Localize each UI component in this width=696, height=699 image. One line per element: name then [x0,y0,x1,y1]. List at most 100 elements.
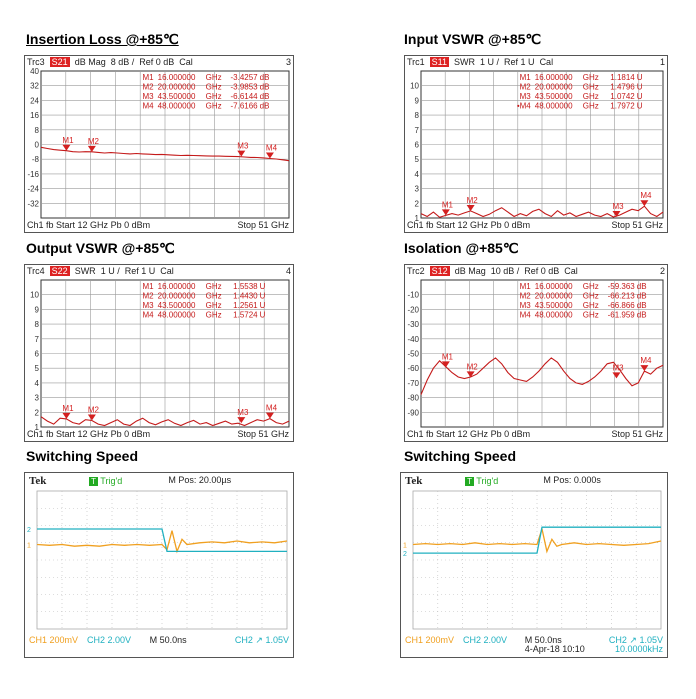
marker-frequency: 16.000000 [158,282,196,291]
marker-label: M1 [62,136,74,145]
marker-id: M2 [520,292,532,301]
marker-unit: GHz [206,73,222,82]
time-base: M 50.0ns [149,635,187,645]
marker-unit: GHz [583,282,599,291]
y-tick-label: -90 [407,408,419,417]
marker-frequency: 48.000000 [158,102,196,111]
marker-frequency: 20.000000 [158,292,196,301]
ch2-level-marker: 2 [403,551,407,558]
marker-label: M4 [266,144,278,153]
marker-label: M3 [612,363,624,372]
marker-value: -61.959 [608,311,636,320]
ch2-level-marker: 2 [27,527,31,534]
marker-id: M2 [520,83,532,92]
trigger-frequency: 10.0000kHz [614,644,663,654]
format-label: dB Mag [74,57,106,67]
marker-frequency: 43.500000 [158,301,196,310]
switching-speed-right-scope: Tek T Trig'd M Pos: 0.000s CH1 200mV CH2 2.… [400,472,668,658]
title-switching-left: Switching Speed [26,448,139,464]
output-vswr-chart: Trc4 S22 SWR 1 U / Ref 1 U Cal 4 Ch1 fb Start 1… [24,264,294,442]
marker-label: M4 [640,191,652,200]
channel-number: 3 [285,57,291,67]
m-position: M Pos: 0.000s [543,475,601,485]
date-time: 4-Apr-18 10:10 [524,644,585,654]
input-vswr-chart: Trc1 S11 SWR 1 U / Ref 1 U Cal 1 Ch1 fb Start 1… [404,55,668,233]
y-tick-label: 2 [35,408,40,417]
cal-label: Cal [564,266,578,276]
marker-id: M4 [143,102,155,111]
y-tick-label: 5 [415,155,420,164]
stop-frequency: Stop 51 GHz [237,429,289,439]
marker-unit: GHz [583,301,599,310]
marker-unit: GHz [583,292,599,301]
ch1-waveform [412,526,662,554]
y-tick-label: 1 [415,214,420,223]
y-tick-label: 0 [35,141,40,150]
cal-label: Cal [160,266,174,276]
y-tick-label: 2 [415,199,420,208]
ch1-level-marker: 1 [27,542,31,549]
channel-label: Ch1 [27,429,47,439]
marker-value-unit: U [260,301,266,310]
power-label: Pb 0 dBm [110,429,151,439]
start-frequency: Start 12 GHz [56,429,111,439]
marker-id: M1 [143,73,155,82]
chart-header: Trc3 S21 dB Mag 8 dB / Ref 0 dB Cal 3 [27,57,291,69]
y-tick-label: -30 [407,320,419,329]
marker-value: 1.5538 [233,282,258,291]
ref-label: Ref 0 dB [139,57,175,67]
marker-unit: GHz [583,92,599,101]
marker-id: M2 [143,292,155,301]
trace-name: Trc4 [27,266,45,276]
marker-id: M4 [520,311,532,320]
channel-label: Ch1 [407,429,427,439]
marker-value: 1.4796 [610,83,635,92]
y-tick-label: -8 [32,155,40,164]
marker-frequency: 20.000000 [535,83,573,92]
trace-name: Trc1 [407,57,425,67]
y-tick-label: 1 [35,423,40,432]
marker-frequency: 16.000000 [535,73,573,82]
scale-label: 8 dB / [110,57,135,67]
marker-frequency: 16.000000 [158,73,196,82]
marker-triangle [87,414,96,421]
ch2-waveform [413,526,661,554]
marker-value: -66.213 [608,292,636,301]
scope-header: Tek T Trig'd M Pos: 0.000s [405,475,663,489]
ch2-scale: CH2 2.00V [463,635,508,645]
trace-line [420,357,664,395]
marker-value-unit: U [260,282,266,291]
y-tick-label: 6 [415,141,420,150]
scope-footer: CH1 200mV CH2 2.00V M 50.0ns CH2 ↗ 1.05V 4-A… [405,633,663,655]
y-tick-label: 7 [415,126,420,135]
trace-name: Trc2 [407,266,425,276]
y-tick-label: 24 [30,96,39,105]
s-parameter-badge: S12 [429,266,450,276]
marker-unit: GHz [206,292,222,301]
marker-value-unit: U [637,83,643,92]
y-tick-label: -70 [407,379,419,388]
marker-triangle [237,150,246,157]
y-tick-label: -60 [407,364,419,373]
marker-value: -59.363 [608,282,636,291]
marker-triangle [612,210,621,217]
m-position: M Pos: 20.00µs [168,475,232,485]
y-tick-label: 8 [35,126,40,135]
marker-value-unit: U [260,292,266,301]
marker-label: M1 [62,404,74,413]
scope-brand: Tek [405,475,426,487]
cal-label: Cal [539,57,554,67]
marker-label: M4 [640,356,652,365]
scope-brand: Tek [29,475,50,487]
y-tick-label: 5 [35,364,40,373]
trigger-level: CH2 ↗ 1.05V [608,635,663,645]
marker-value-unit: dB [260,73,270,82]
ref-label: Ref 0 dB [524,266,560,276]
channel-number: 1 [659,57,665,67]
y-tick-label: 10 [30,291,39,300]
power-label: Pb 0 dBm [110,220,151,230]
y-tick-label: 3 [415,185,420,194]
marker-label: M1 [442,200,454,209]
marker-value: 1.2561 [233,301,258,310]
chart-footer: Ch1 fb Start 12 GHz Pb 0 dBm Stop 51 GHz [27,429,289,440]
